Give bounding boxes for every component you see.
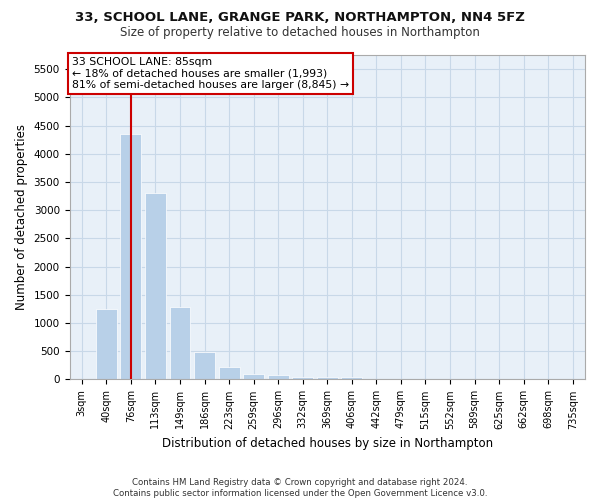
Bar (96, 309, 117, 380)
Bar (145, 193, 166, 380)
Bar (292, 376, 313, 380)
Text: 33, SCHOOL LANE, GRANGE PARK, NORTHAMPTON, NN4 5FZ: 33, SCHOOL LANE, GRANGE PARK, NORTHAMPTO… (75, 11, 525, 24)
X-axis label: Distribution of detached houses by size in Northampton: Distribution of detached houses by size … (162, 437, 493, 450)
Bar (194, 352, 215, 380)
Text: Contains HM Land Registry data © Crown copyright and database right 2024.
Contai: Contains HM Land Registry data © Crown c… (113, 478, 487, 498)
Bar (218, 368, 239, 380)
Text: 33 SCHOOL LANE: 85sqm
← 18% of detached houses are smaller (1,993)
81% of semi-d: 33 SCHOOL LANE: 85sqm ← 18% of detached … (72, 56, 349, 90)
Bar (317, 376, 338, 380)
Bar (170, 307, 190, 380)
Y-axis label: Number of detached properties: Number of detached properties (15, 124, 28, 310)
Bar (121, 134, 142, 380)
Bar (268, 376, 289, 380)
Bar (243, 374, 264, 380)
Text: Size of property relative to detached houses in Northampton: Size of property relative to detached ho… (120, 26, 480, 39)
Bar (341, 376, 362, 380)
